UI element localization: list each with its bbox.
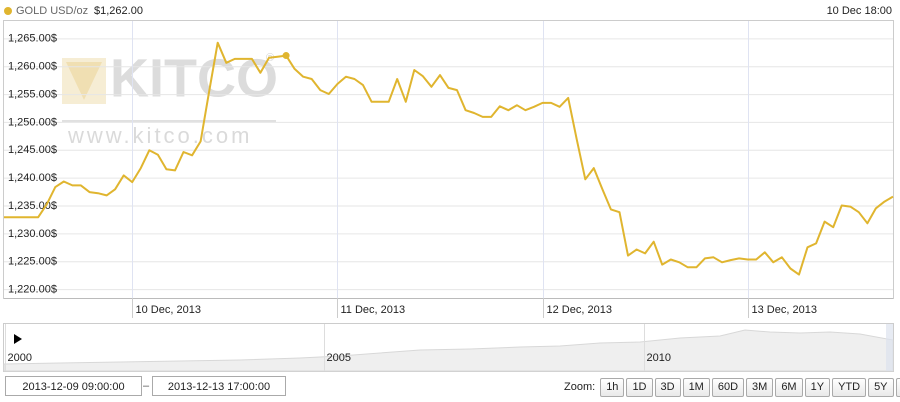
legend-marker xyxy=(4,7,12,15)
x-tick-label: 12 Dec, 2013 xyxy=(547,304,612,316)
watermark-logo: KITCO xyxy=(110,48,278,108)
zoom-button[interactable]: YTD xyxy=(832,377,867,397)
y-tick-label: 1,245.00$ xyxy=(8,144,57,156)
date-separator: – xyxy=(143,380,150,392)
zoom-bar: Zoom: 1h1D3D1M60D3M6M1YYTD5YMAX xyxy=(564,377,900,397)
navigator-tick-label: 2010 xyxy=(647,352,671,364)
hover-time: 10 Dec 18:00 xyxy=(827,5,892,17)
watermark: KITCO ® www.kitco.com xyxy=(62,48,278,148)
logo-shape xyxy=(66,62,102,100)
zoom-button[interactable]: 5Y xyxy=(868,377,894,397)
y-tick-label: 1,250.00$ xyxy=(8,116,57,128)
y-tick-label: 1,235.00$ xyxy=(8,200,57,212)
zoom-button[interactable]: MAX xyxy=(895,377,900,397)
navigator-selection[interactable] xyxy=(886,324,893,371)
y-tick-label: 1,255.00$ xyxy=(8,88,57,100)
watermark-url: www.kitco.com xyxy=(67,123,252,148)
y-tick-label: 1,225.00$ xyxy=(8,256,57,268)
zoom-button[interactable]: 1M xyxy=(682,377,710,397)
zoom-button[interactable]: 3D xyxy=(654,377,681,397)
hover-point xyxy=(282,52,290,60)
y-tick-label: 1,260.00$ xyxy=(8,61,57,73)
price-line xyxy=(4,41,894,276)
y-tick-label: 1,230.00$ xyxy=(8,228,57,240)
from-date-input[interactable]: 2013-12-09 09:00:00 xyxy=(5,376,142,396)
play-button[interactable] xyxy=(14,334,22,344)
x-tick-label: 11 Dec, 2013 xyxy=(341,304,406,316)
chart: KITCO ® www.kitco.com GOLD USD/oz $1,262… xyxy=(3,5,894,372)
x-tick-label: 10 Dec, 2013 xyxy=(136,304,201,316)
navigator-tick-label: 2005 xyxy=(327,352,351,364)
zoom-label: Zoom: xyxy=(564,381,596,393)
zoom-button[interactable]: 1h xyxy=(600,377,625,397)
zoom-button[interactable]: 6M xyxy=(775,377,803,397)
hover-value: $1,262.00 xyxy=(94,5,143,17)
y-tick-label: 1,220.00$ xyxy=(8,284,57,296)
zoom-button[interactable]: 1D xyxy=(626,377,653,397)
y-tick-label: 1,265.00$ xyxy=(8,33,57,45)
x-tick-label: 13 Dec, 2013 xyxy=(752,304,817,316)
to-date-input[interactable]: 2013-12-13 17:00:00 xyxy=(152,376,286,396)
zoom-button[interactable]: 3M xyxy=(746,377,774,397)
navigator-tick-label: 2000 xyxy=(8,352,32,364)
zoom-button[interactable]: 1Y xyxy=(804,377,831,397)
navigator-area xyxy=(3,329,894,372)
legend-label: GOLD USD/oz xyxy=(16,5,88,17)
y-tick-label: 1,240.00$ xyxy=(8,172,57,184)
zoom-button[interactable]: 60D xyxy=(711,377,745,397)
